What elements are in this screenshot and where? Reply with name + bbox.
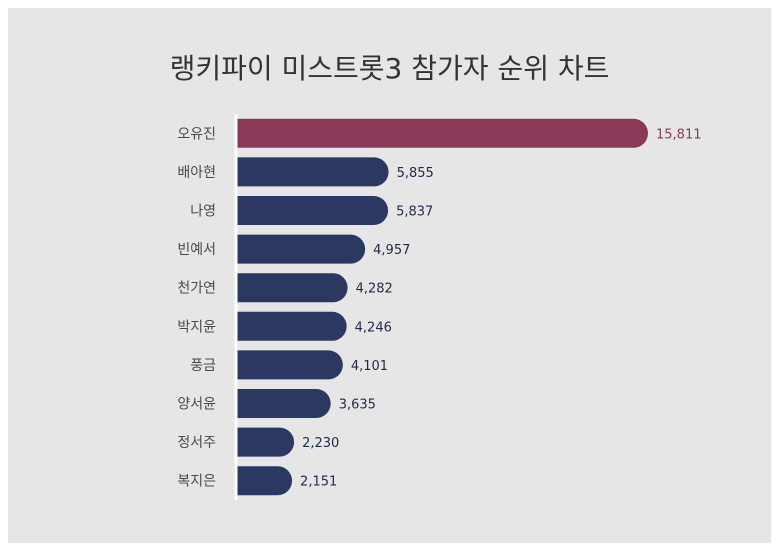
value-label: 4,957 — [373, 243, 410, 258]
value-label: 4,101 — [351, 359, 388, 374]
bar-나영 — [236, 196, 389, 225]
value-label: 2,230 — [302, 436, 339, 451]
category-label: 배아현 — [177, 165, 216, 181]
category-label: 정서주 — [177, 435, 216, 451]
value-label: 2,151 — [300, 475, 337, 490]
value-label: 4,282 — [356, 282, 393, 297]
bar-배아현 — [236, 157, 389, 187]
chart-background — [8, 8, 771, 543]
value-label: 5,855 — [397, 166, 434, 181]
value-label: 4,246 — [355, 320, 392, 335]
value-label: 15,811 — [656, 127, 702, 142]
bar-박지윤 — [236, 311, 347, 341]
bar-양서윤 — [236, 389, 331, 418]
category-label: 양서윤 — [177, 397, 216, 413]
chart-title: 랭키파이 미스트롯3 참가자 순위 차트 — [169, 52, 610, 85]
bar-빈예서 — [236, 234, 366, 264]
category-label: 복지은 — [177, 474, 216, 490]
bar-풍금 — [236, 350, 343, 380]
bar-천가연 — [236, 273, 348, 303]
category-label: 천가연 — [177, 281, 216, 297]
value-label: 5,837 — [396, 205, 433, 220]
category-label: 오유진 — [177, 126, 216, 142]
bar-정서주 — [236, 427, 295, 457]
category-label: 박지윤 — [177, 319, 216, 335]
category-label: 빈예서 — [177, 242, 216, 258]
category-label: 풍금 — [190, 358, 216, 374]
category-label: 나영 — [190, 204, 216, 220]
bar-오유진 — [236, 118, 648, 148]
value-label: 3,635 — [339, 398, 376, 413]
bar-복지은 — [236, 466, 293, 496]
